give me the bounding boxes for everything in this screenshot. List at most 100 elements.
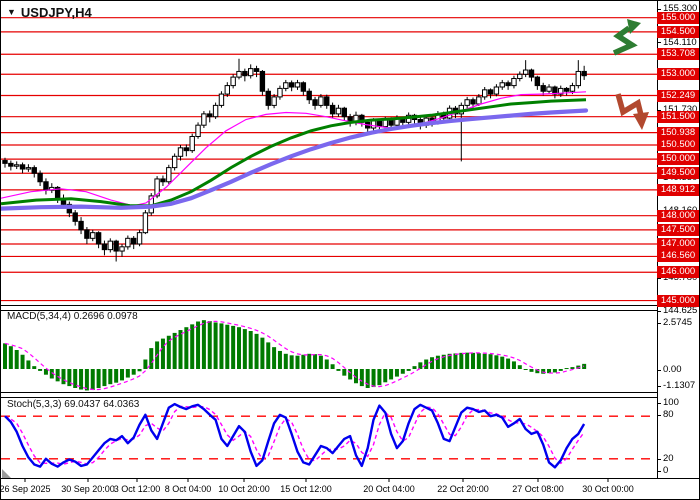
macd-bar: [166, 335, 171, 369]
candle-body: [2, 160, 8, 164]
macd-bar: [266, 342, 271, 369]
candle-body: [19, 164, 26, 170]
panel-borders: [1, 1, 699, 482]
candle-body: [160, 178, 166, 183]
candlestick-series: [2, 58, 587, 262]
candle-body: [482, 89, 488, 98]
price-level-tag: 153.708: [657, 48, 699, 61]
macd-bar: [131, 369, 136, 375]
macd-bar: [400, 369, 405, 374]
macd-bar: [313, 354, 318, 369]
macd-bar: [471, 352, 475, 369]
symbol-title: ▼ USDJPY,H4: [7, 5, 92, 20]
price-level-tag: 154.500: [657, 25, 699, 38]
indicator-scale-label: 20: [657, 453, 674, 465]
price-level-tag: 153.000: [657, 68, 699, 81]
price-level-lines[interactable]: [1, 17, 657, 302]
macd-bar: [295, 355, 300, 369]
macd-bar: [242, 329, 247, 369]
candle-body: [37, 172, 43, 183]
candle-body: [575, 70, 581, 87]
macd-bar: [348, 369, 353, 380]
macd-bar: [90, 369, 95, 390]
candle-body: [31, 167, 37, 174]
macd-bar: [184, 327, 189, 369]
candle-body: [470, 99, 476, 105]
indicator-scale-label: 0.00: [657, 364, 682, 376]
panel-resize-grip[interactable]: [2, 469, 11, 478]
candle-body: [476, 96, 482, 105]
macd-bar: [213, 322, 218, 369]
macd-bar: [435, 355, 440, 369]
bearish-arrow-head[interactable]: [633, 112, 649, 130]
macd-series: [3, 320, 587, 391]
candle-body: [528, 69, 535, 78]
candle-body: [259, 70, 266, 92]
candle-body: [84, 229, 90, 239]
macd-bar: [389, 369, 394, 380]
stoch-k-line: [4, 402, 586, 469]
bullish-arrow-shaft[interactable]: [612, 25, 638, 56]
macd-bar: [14, 350, 19, 369]
macd-bar: [383, 369, 388, 383]
macd-bar: [55, 369, 60, 382]
ma-fast-line: [1, 91, 587, 207]
price-level-tag: 147.000: [657, 237, 699, 250]
macd-bar: [547, 369, 552, 374]
candle-body: [464, 99, 470, 106]
candle-body: [183, 147, 190, 152]
candle-body: [493, 86, 500, 95]
macd-bar: [342, 369, 347, 376]
stoch-k-value: 69.0437: [64, 399, 101, 410]
bullish-arrow-head[interactable]: [627, 19, 641, 34]
candle-body: [265, 90, 271, 106]
macd-bar: [535, 369, 540, 374]
candle-body: [171, 155, 178, 169]
price-level-tag: 155.000: [657, 11, 699, 24]
macd-bar: [231, 325, 236, 369]
candle-body: [242, 70, 248, 77]
macd-bar: [289, 355, 294, 369]
macd-bar: [418, 362, 423, 369]
candle-body: [125, 237, 131, 248]
candle-body: [207, 113, 213, 118]
macd-bar: [465, 352, 470, 369]
candle-body: [300, 82, 307, 92]
bullish-arrow[interactable]: [612, 19, 641, 56]
price-level-tag: 149.500: [657, 167, 699, 180]
bearish-arrow-shaft[interactable]: [615, 93, 644, 117]
candle-body: [136, 232, 143, 245]
macd-bar: [32, 366, 37, 369]
candle-body: [487, 89, 494, 95]
macd-bar: [178, 330, 183, 369]
candle-body: [569, 85, 576, 92]
candle-body: [581, 70, 587, 77]
symbol-dropdown-icon[interactable]: ▼: [7, 7, 16, 17]
candle-body: [78, 220, 84, 231]
candle-body: [517, 73, 523, 80]
macd-bar: [424, 359, 429, 369]
candle-body: [195, 124, 201, 138]
candle-body: [558, 87, 564, 95]
candle-body: [341, 107, 348, 118]
candle-body: [294, 82, 301, 88]
macd-bar: [541, 369, 546, 374]
macd-bar: [506, 358, 511, 369]
macd-bar: [219, 323, 224, 369]
macd-bar: [160, 338, 165, 369]
macd-bar: [108, 369, 113, 385]
macd-bar: [3, 343, 7, 369]
macd-bar: [225, 324, 230, 369]
time-axis-label: 30 Sep 20:00: [61, 484, 115, 494]
macd-bar: [283, 353, 288, 369]
time-axis-label: 10 Oct 20:00: [218, 484, 270, 494]
price-axis-tick: 154.110: [657, 37, 697, 49]
candle-body: [43, 181, 49, 191]
macd-bar: [96, 369, 101, 388]
candle-body: [505, 82, 511, 87]
price-level-tag: 146.560: [657, 250, 699, 263]
candle-body: [271, 96, 277, 106]
time-axis-label: 26 Sep 2025: [0, 484, 51, 494]
bearish-arrow[interactable]: [615, 93, 649, 130]
